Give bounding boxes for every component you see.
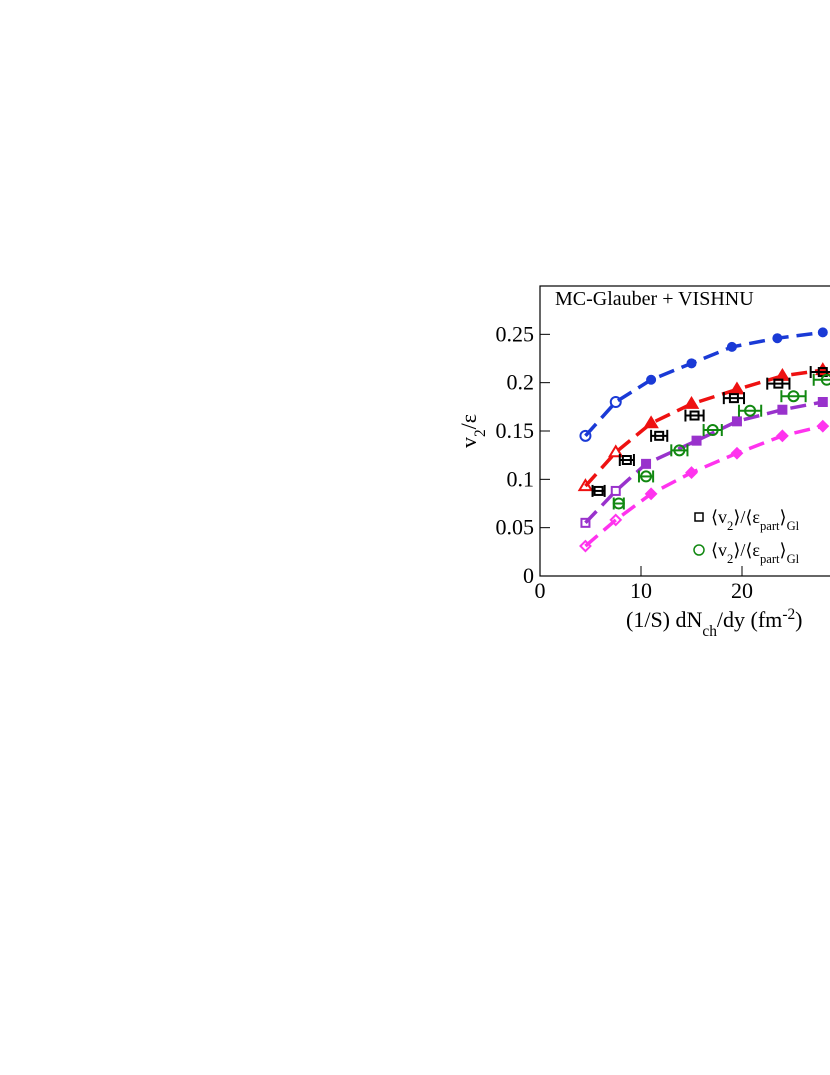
legend-label-part: 2 [727, 519, 733, 533]
data-point [772, 333, 783, 344]
chart-title: MC-Glauber + VISHNU [555, 288, 754, 310]
data-point [621, 455, 632, 465]
legend-label-part: part [760, 552, 780, 566]
data-point [744, 404, 757, 417]
data-point [643, 415, 659, 429]
data-point [816, 419, 830, 433]
y-axis-label: v2/ε [456, 414, 489, 448]
legend-label-part: ⟨v [711, 540, 727, 560]
y-axis-label-part: 2 [472, 429, 489, 437]
data-point [775, 429, 789, 443]
data-point [580, 517, 591, 528]
data-point [817, 397, 828, 407]
y-tick-label: 0.2 [507, 370, 535, 395]
data-point [820, 373, 830, 386]
data-point [777, 404, 788, 415]
data-point [706, 424, 719, 437]
legend-marker [693, 544, 705, 556]
legend-label-part: Gl [787, 552, 800, 566]
data-point [609, 396, 622, 408]
data-point [731, 416, 742, 427]
legend-label: ⟨v2⟩/⟨εpart⟩Gl [711, 540, 800, 566]
data-point [685, 466, 698, 479]
data-point [787, 390, 800, 403]
data-point [691, 435, 702, 446]
data-point [612, 497, 625, 510]
x-axis-label-part: ) [795, 607, 802, 632]
y-axis-label-part: /ε [456, 414, 481, 429]
x-axis-label-part: ch [702, 623, 717, 640]
data-point [654, 430, 665, 441]
legend-label-part: Gl [787, 519, 800, 533]
y-tick-label: 0.05 [496, 515, 535, 540]
data-point [686, 358, 697, 369]
data-point [610, 485, 621, 496]
legend-label-part: ⟨v [711, 507, 727, 527]
data-point [730, 446, 744, 460]
data-point [773, 378, 784, 389]
legend-label-part: ⟩/⟨ε [733, 507, 760, 527]
legend-label-part: 2 [727, 552, 733, 566]
data-point [640, 470, 653, 483]
data-point [673, 444, 686, 457]
y-tick-label: 0 [523, 563, 534, 588]
legend-label-part: ⟩/⟨ε [733, 540, 760, 560]
legend-marker [694, 512, 704, 522]
data-point [579, 429, 592, 442]
data-point [729, 381, 745, 395]
legend-label: ⟨v2⟩/⟨εpart⟩Gl [711, 507, 800, 533]
legend-label-part: ⟩ [780, 507, 787, 527]
legend-label-part: ⟩ [780, 540, 787, 560]
x-tick-label: 10 [630, 578, 652, 603]
data-point [607, 444, 624, 458]
legend-label-part: part [760, 519, 780, 533]
y-tick-label: 0.15 [496, 418, 535, 443]
x-tick-label: 20 [731, 578, 753, 603]
y-tick-label: 0.1 [507, 466, 535, 491]
x-axis-label-part: /dy (fm [717, 607, 782, 632]
data-point [689, 410, 700, 421]
data-point [577, 478, 594, 492]
data-point [817, 327, 828, 338]
x-axis-label-part: -2 [782, 606, 795, 623]
data-point [683, 395, 700, 409]
data-point [644, 487, 658, 501]
y-axis-label-part: v [456, 437, 481, 448]
data-point [728, 393, 739, 404]
data-point [646, 374, 657, 385]
x-axis-label-part: (1/S) dN [626, 607, 703, 632]
x-tick-label: 0 [535, 578, 546, 603]
y-tick-label: 0.25 [496, 321, 535, 346]
data-point [641, 458, 652, 469]
x-axis-label: (1/S) dNch/dy (fm-2) [626, 606, 802, 640]
data-point [774, 367, 791, 381]
data-point [579, 539, 592, 553]
data-point [726, 341, 737, 352]
data-point [593, 485, 604, 496]
data-point [609, 513, 623, 527]
